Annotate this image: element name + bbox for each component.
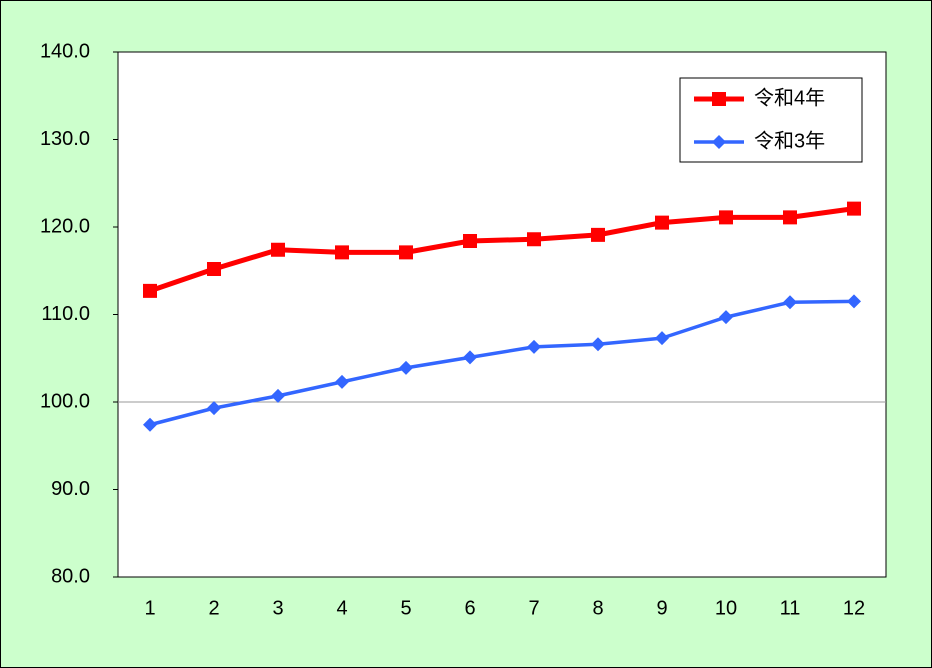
x-tick-label: 10 <box>715 597 737 619</box>
data-point <box>143 283 157 298</box>
data-point <box>143 417 157 432</box>
y-tick-label: 120.0 <box>40 215 90 237</box>
y-tick-label: 100.0 <box>40 390 90 412</box>
data-point <box>271 388 285 403</box>
x-tick-label: 1 <box>144 597 155 619</box>
series-line <box>149 206 855 294</box>
data-point <box>591 227 605 242</box>
data-point <box>527 339 541 354</box>
data-point <box>847 294 861 309</box>
x-tick-label: 2 <box>208 597 219 619</box>
data-point <box>335 245 349 260</box>
x-tick-label: 3 <box>272 597 283 619</box>
series-line <box>149 299 855 427</box>
x-tick-label: 4 <box>336 597 347 619</box>
x-tick-label: 7 <box>528 597 539 619</box>
data-point <box>335 374 349 389</box>
data-point <box>783 295 797 310</box>
data-point <box>783 210 797 225</box>
data-point <box>719 310 733 325</box>
legend-marker <box>712 92 726 106</box>
x-tick-label: 11 <box>780 597 801 619</box>
data-point <box>271 242 285 257</box>
data-point <box>719 210 733 225</box>
data-point <box>463 234 477 248</box>
legend-label: 令和3年 <box>754 129 825 152</box>
x-tick-label: 8 <box>592 597 603 619</box>
data-point <box>399 360 413 375</box>
y-tick-label: 140.0 <box>40 40 90 62</box>
data-point <box>207 401 221 416</box>
data-point <box>399 245 413 260</box>
data-point <box>655 331 669 346</box>
y-tick-label: 110.0 <box>41 303 90 325</box>
data-point <box>655 215 669 230</box>
x-tick-label: 6 <box>464 597 475 619</box>
x-tick-label: 9 <box>656 597 667 619</box>
data-point <box>207 262 221 276</box>
data-point <box>527 232 541 247</box>
y-tick-label: 90.0 <box>51 478 90 500</box>
legend-marker <box>712 135 726 149</box>
legend-label: 令和4年 <box>754 86 825 109</box>
y-tick-label: 80.0 <box>51 565 90 587</box>
y-tick-label: 130.0 <box>40 128 90 150</box>
data-point <box>463 350 477 365</box>
legend-box <box>679 77 863 163</box>
x-tick-label: 5 <box>400 597 411 619</box>
x-tick-label: 12 <box>843 597 865 619</box>
data-point <box>847 201 861 216</box>
data-point <box>591 337 605 352</box>
